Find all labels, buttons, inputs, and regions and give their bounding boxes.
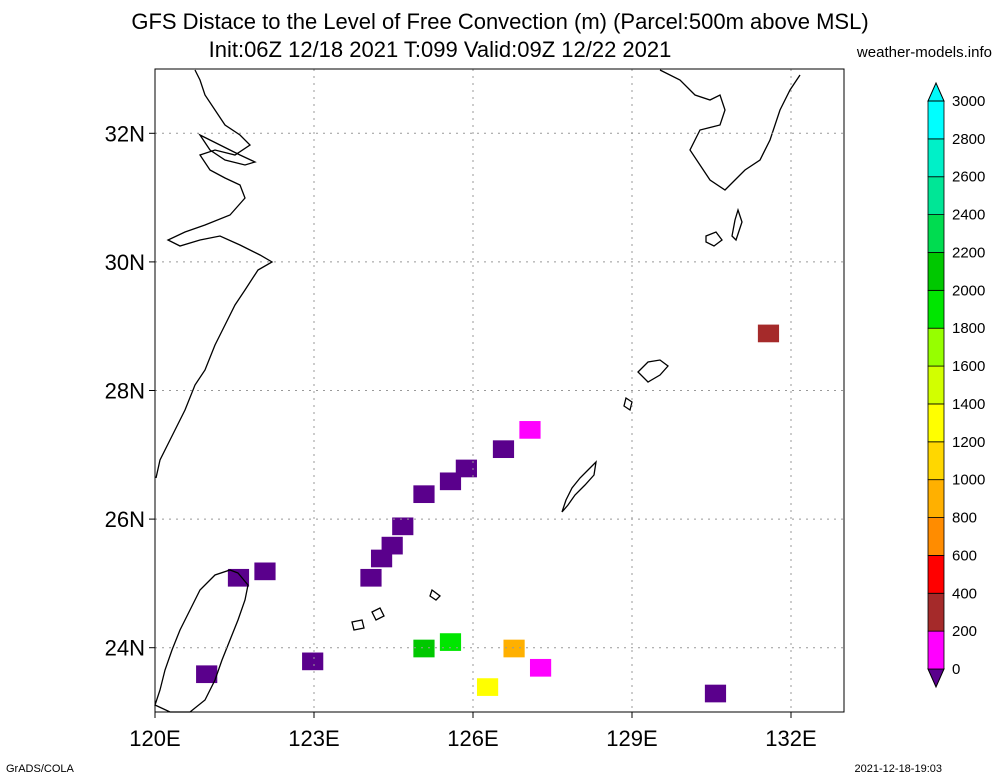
coastline-iriomote — [351, 619, 365, 631]
colorbar-label: 800 — [952, 510, 977, 527]
coastline-miyako — [429, 588, 441, 601]
coastline-tanegashima — [731, 207, 743, 242]
grid-layer — [155, 69, 844, 712]
lat-tick-label: 32N — [105, 121, 145, 146]
lon-tick-label: 123E — [288, 726, 339, 751]
coastline-china — [155, 69, 274, 479]
coastline-japan-kyushu — [659, 69, 801, 191]
colorbar-label: 1000 — [952, 472, 985, 489]
colorbar-label: 400 — [952, 585, 977, 602]
site-credit: weather-models.info — [856, 44, 992, 61]
colorbar-bin — [927, 214, 945, 253]
colorbar-label: 2400 — [952, 207, 985, 224]
colorbar-bin — [927, 100, 945, 140]
lat-tick-label: 30N — [105, 250, 145, 275]
coastline-tokunoshima — [623, 396, 633, 412]
lon-tick-label: 126E — [447, 726, 498, 751]
colorbar-bin — [927, 555, 945, 594]
field-cell — [370, 549, 393, 568]
map-title: GFS Distace to the Level of Free Convect… — [131, 9, 869, 34]
field-cell — [227, 568, 250, 587]
coastline-china-inlet — [198, 133, 257, 166]
colorbar: 0 200 400 600 800 1000 1200 1400 1600 1800 2000 220… — [927, 81, 985, 689]
field-cell — [254, 562, 276, 581]
field-cell — [413, 639, 435, 658]
lon-tick-label: 120E — [129, 726, 180, 751]
colorbar-bin — [927, 289, 945, 329]
colorbar-label: 2600 — [952, 169, 985, 186]
field-cell — [413, 485, 435, 504]
field-cell — [704, 684, 727, 703]
field-cell — [492, 440, 515, 459]
footer-software: GrADS/COLA — [6, 763, 74, 775]
coastline-amami — [637, 359, 669, 383]
lat-tick-labels: 24N 26N 28N 30N 32N — [105, 121, 155, 661]
colorbar-max-triangle — [927, 81, 945, 102]
field-cell — [392, 517, 414, 536]
colorbar-label: 0 — [952, 661, 960, 678]
colorbar-bin — [927, 630, 945, 670]
field-layer — [196, 324, 780, 703]
coastline-taiwan — [154, 569, 249, 713]
colorbar-bin — [927, 479, 945, 518]
colorbar-min-triangle — [927, 668, 945, 689]
field-cell — [503, 639, 525, 658]
field-cell — [360, 568, 382, 587]
lon-tick-labels: 120E 123E 126E 129E 132E — [129, 712, 817, 751]
colorbar-bin — [927, 176, 945, 216]
coastline-okinawa — [561, 460, 597, 513]
colorbar-label: 2000 — [952, 282, 985, 299]
colorbar-label: 600 — [952, 547, 977, 564]
field-cell — [196, 665, 218, 684]
colorbar-bin — [927, 592, 945, 632]
field-cell — [529, 658, 552, 677]
colorbar-label: 1600 — [952, 358, 985, 375]
colorbar-bin — [927, 327, 945, 367]
colorbar-label: 200 — [952, 623, 977, 640]
field-cell — [439, 472, 462, 491]
colorbar-bin — [927, 365, 945, 405]
lat-tick-label: 28N — [105, 379, 145, 404]
colorbar-label: 1800 — [952, 320, 985, 337]
colorbar-bin — [927, 252, 945, 291]
colorbar-label: 3000 — [952, 93, 985, 110]
colorbar-bin — [927, 517, 945, 556]
colorbar-bin — [927, 403, 945, 443]
lat-tick-label: 26N — [105, 507, 145, 532]
coastline-layer — [154, 69, 801, 713]
field-cell — [439, 633, 462, 651]
field-cell — [757, 324, 780, 343]
map-subtitle: Init:06Z 12/18 2021 T:099 Valid:09Z 12/2… — [208, 37, 672, 62]
field-cell — [519, 421, 541, 439]
lon-tick-label: 129E — [606, 726, 657, 751]
colorbar-label: 2800 — [952, 131, 985, 148]
colorbar-label: 1400 — [952, 396, 985, 413]
footer-timestamp: 2021-12-18-19:03 — [854, 763, 942, 775]
colorbar-label: 2200 — [952, 244, 985, 261]
coastline-ishigaki — [371, 607, 385, 621]
field-cell — [476, 678, 499, 696]
colorbar-bin — [927, 138, 945, 178]
lat-tick-label: 24N — [105, 636, 145, 661]
field-cell — [302, 652, 324, 671]
colorbar-bin — [927, 441, 945, 481]
lon-tick-label: 132E — [765, 726, 816, 751]
colorbar-label: 1200 — [952, 434, 985, 451]
coastline-yakushima — [705, 231, 723, 247]
